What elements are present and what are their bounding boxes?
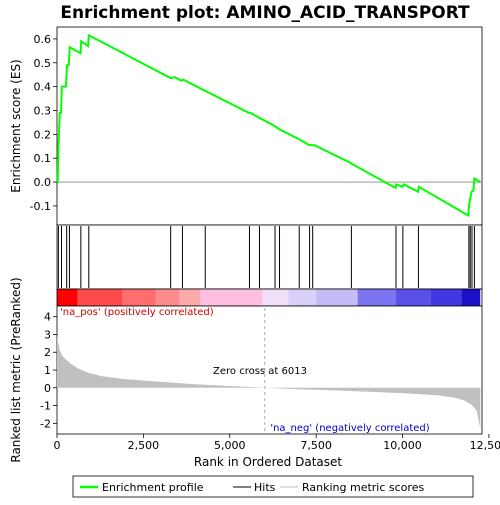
x-tick-label: 2,500 [128,439,160,452]
x-tick-label: 0 [54,439,61,452]
band-segment [263,289,289,306]
hits-panel [57,225,482,289]
band-segment [200,289,262,306]
es-y-tick-label: -0.1 [30,200,51,213]
x-ticks: 0 2,500 5,000 7,500 10,000 12,500 [54,434,500,452]
band-segment [461,289,480,306]
es-panel: -0.1 0.0 0.1 0.2 0.3 0.4 0.5 0.6 Enrichment sco… [9,27,482,225]
es-y-tick-label: 0.6 [34,33,52,46]
band-segment [123,289,156,306]
metric-y-tick-label: 3 [44,328,51,341]
band-segment [358,289,396,306]
metric-y-tick-label: 0 [44,382,51,395]
band-segment [289,289,317,306]
legend-label-hits: Hits [254,481,276,494]
band-segment [396,289,431,306]
x-tick-label: 12,500 [470,439,500,452]
metric-y-tick-label: 2 [44,346,51,359]
x-axis-label: Rank in Ordered Dataset [194,455,342,469]
x-tick-label: 5,000 [214,439,246,452]
metric-y-axis-label: Ranked list metric (PreRanked) [9,277,23,462]
chart-title: Enrichment plot: AMINO_ACID_TRANSPORT [60,3,470,23]
x-tick-label: 10,000 [383,439,422,452]
metric-panel: -2 -1 0 1 2 3 4 'na_pos' (positively correlate… [9,277,500,469]
es-y-tick-label: 0.1 [34,152,52,165]
band-segment [155,289,179,306]
es-y-tick-label: 0.2 [34,128,52,141]
es-y-tick-label: 0.5 [34,57,52,70]
ranking-heatmap-band [57,289,482,306]
zero-cross-label: Zero cross at 6013 [213,366,307,377]
es-y-axis-label: Enrichment score (ES) [9,59,23,192]
metric-y-tick-label: -2 [40,417,51,430]
metric-y-tick-label: 1 [44,364,51,377]
pos-correlated-label: 'na_pos' (positively correlated) [60,307,214,318]
x-tick-label: 7,500 [300,439,332,452]
neg-correlated-label: 'na_neg' (negatively correlated) [270,423,429,434]
metric-y-tick-label: 4 [44,311,51,324]
es-panel-frame [57,27,482,225]
metric-y-ticks: -2 -1 0 1 2 3 4 [40,311,57,431]
band-segment [57,289,78,306]
legend-label-metric: Ranking metric scores [302,481,424,494]
band-segment [180,289,201,306]
band-segment [430,289,461,306]
es-y-tick-label: 0.3 [34,104,52,117]
legend: Enrichment profile Hits Ranking metric s… [73,476,473,497]
es-y-tick-label: 0.4 [34,81,52,94]
es-y-tick-label: 0.0 [34,176,52,189]
band-segment [78,289,123,306]
metric-y-tick-label: -1 [40,400,51,413]
es-y-ticks: -0.1 0.0 0.1 0.2 0.3 0.4 0.5 0.6 [30,33,57,213]
legend-label-profile: Enrichment profile [102,481,204,494]
band-segment [316,289,357,306]
